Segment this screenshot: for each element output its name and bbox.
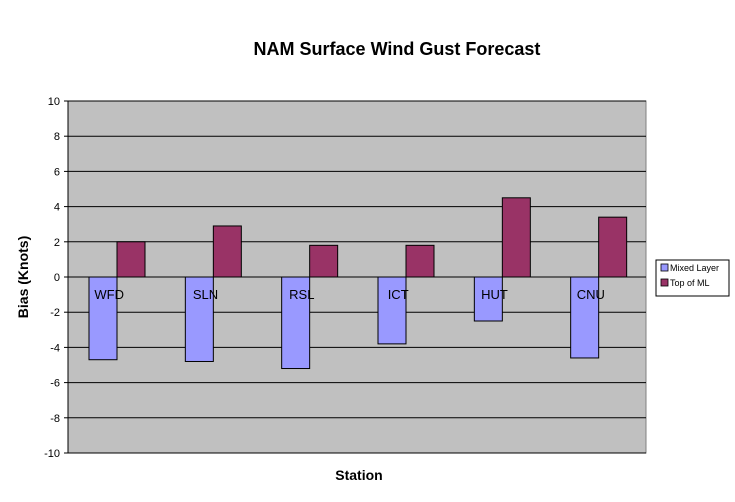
legend-box — [655, 259, 730, 297]
bar-mixed-layer-cnu — [570, 276, 600, 359]
bar-mixed-layer-wfd — [88, 276, 118, 361]
legend-label: Top of ML — [670, 278, 710, 288]
bar-top-of-ml-sln — [212, 225, 242, 278]
bar-top-of-ml-hut — [501, 197, 531, 278]
bar-top-of-ml-cnu — [598, 216, 628, 278]
y-axis-title: Bias (Knots) — [15, 236, 31, 318]
y-tick-label: 10 — [48, 96, 60, 108]
bar-top-of-ml-ict — [405, 244, 435, 278]
x-category-label: CNU — [577, 287, 605, 302]
y-tick-label: 2 — [54, 237, 60, 249]
y-tick-label: -2 — [50, 307, 60, 319]
y-tick-label: -10 — [44, 448, 60, 460]
y-tick-label: 8 — [54, 131, 60, 143]
y-tick-label: 0 — [54, 272, 60, 284]
bar-top-of-ml-rsl — [309, 244, 339, 278]
legend-swatch — [660, 278, 669, 287]
chart-title: NAM Surface Wind Gust Forecast — [254, 39, 541, 59]
bar-top-of-ml-wfd — [116, 241, 146, 278]
legend: Mixed Layer Top of ML — [655, 259, 730, 297]
y-axis-ticks: 10 8 6 4 2 0 -2 -4 -6 -8 -10 — [44, 96, 68, 460]
bars — [88, 197, 628, 370]
category-labels: WFD SLN RSL ICT HUT CNU — [94, 287, 605, 302]
y-tick-label: 6 — [54, 166, 60, 178]
x-category-label: RSL — [289, 287, 314, 302]
legend-swatch — [660, 263, 669, 272]
x-axis-title: Station — [335, 467, 382, 483]
x-category-label: HUT — [481, 287, 508, 302]
x-category-label: ICT — [388, 287, 409, 302]
bar-mixed-layer-sln — [184, 276, 214, 362]
bar-mixed-layer-rsl — [281, 276, 311, 370]
y-tick-label: -4 — [50, 342, 60, 354]
bar-mixed-layer-ict — [377, 276, 407, 345]
y-tick-label: -8 — [50, 413, 60, 425]
x-category-label: WFD — [94, 287, 124, 302]
y-tick-label: -6 — [50, 378, 60, 390]
bar-mixed-layer-hut — [473, 276, 503, 322]
y-tick-label: 4 — [54, 202, 60, 214]
legend-label: Mixed Layer — [670, 263, 719, 273]
gridlines — [68, 100, 646, 454]
x-category-label: SLN — [193, 287, 218, 302]
